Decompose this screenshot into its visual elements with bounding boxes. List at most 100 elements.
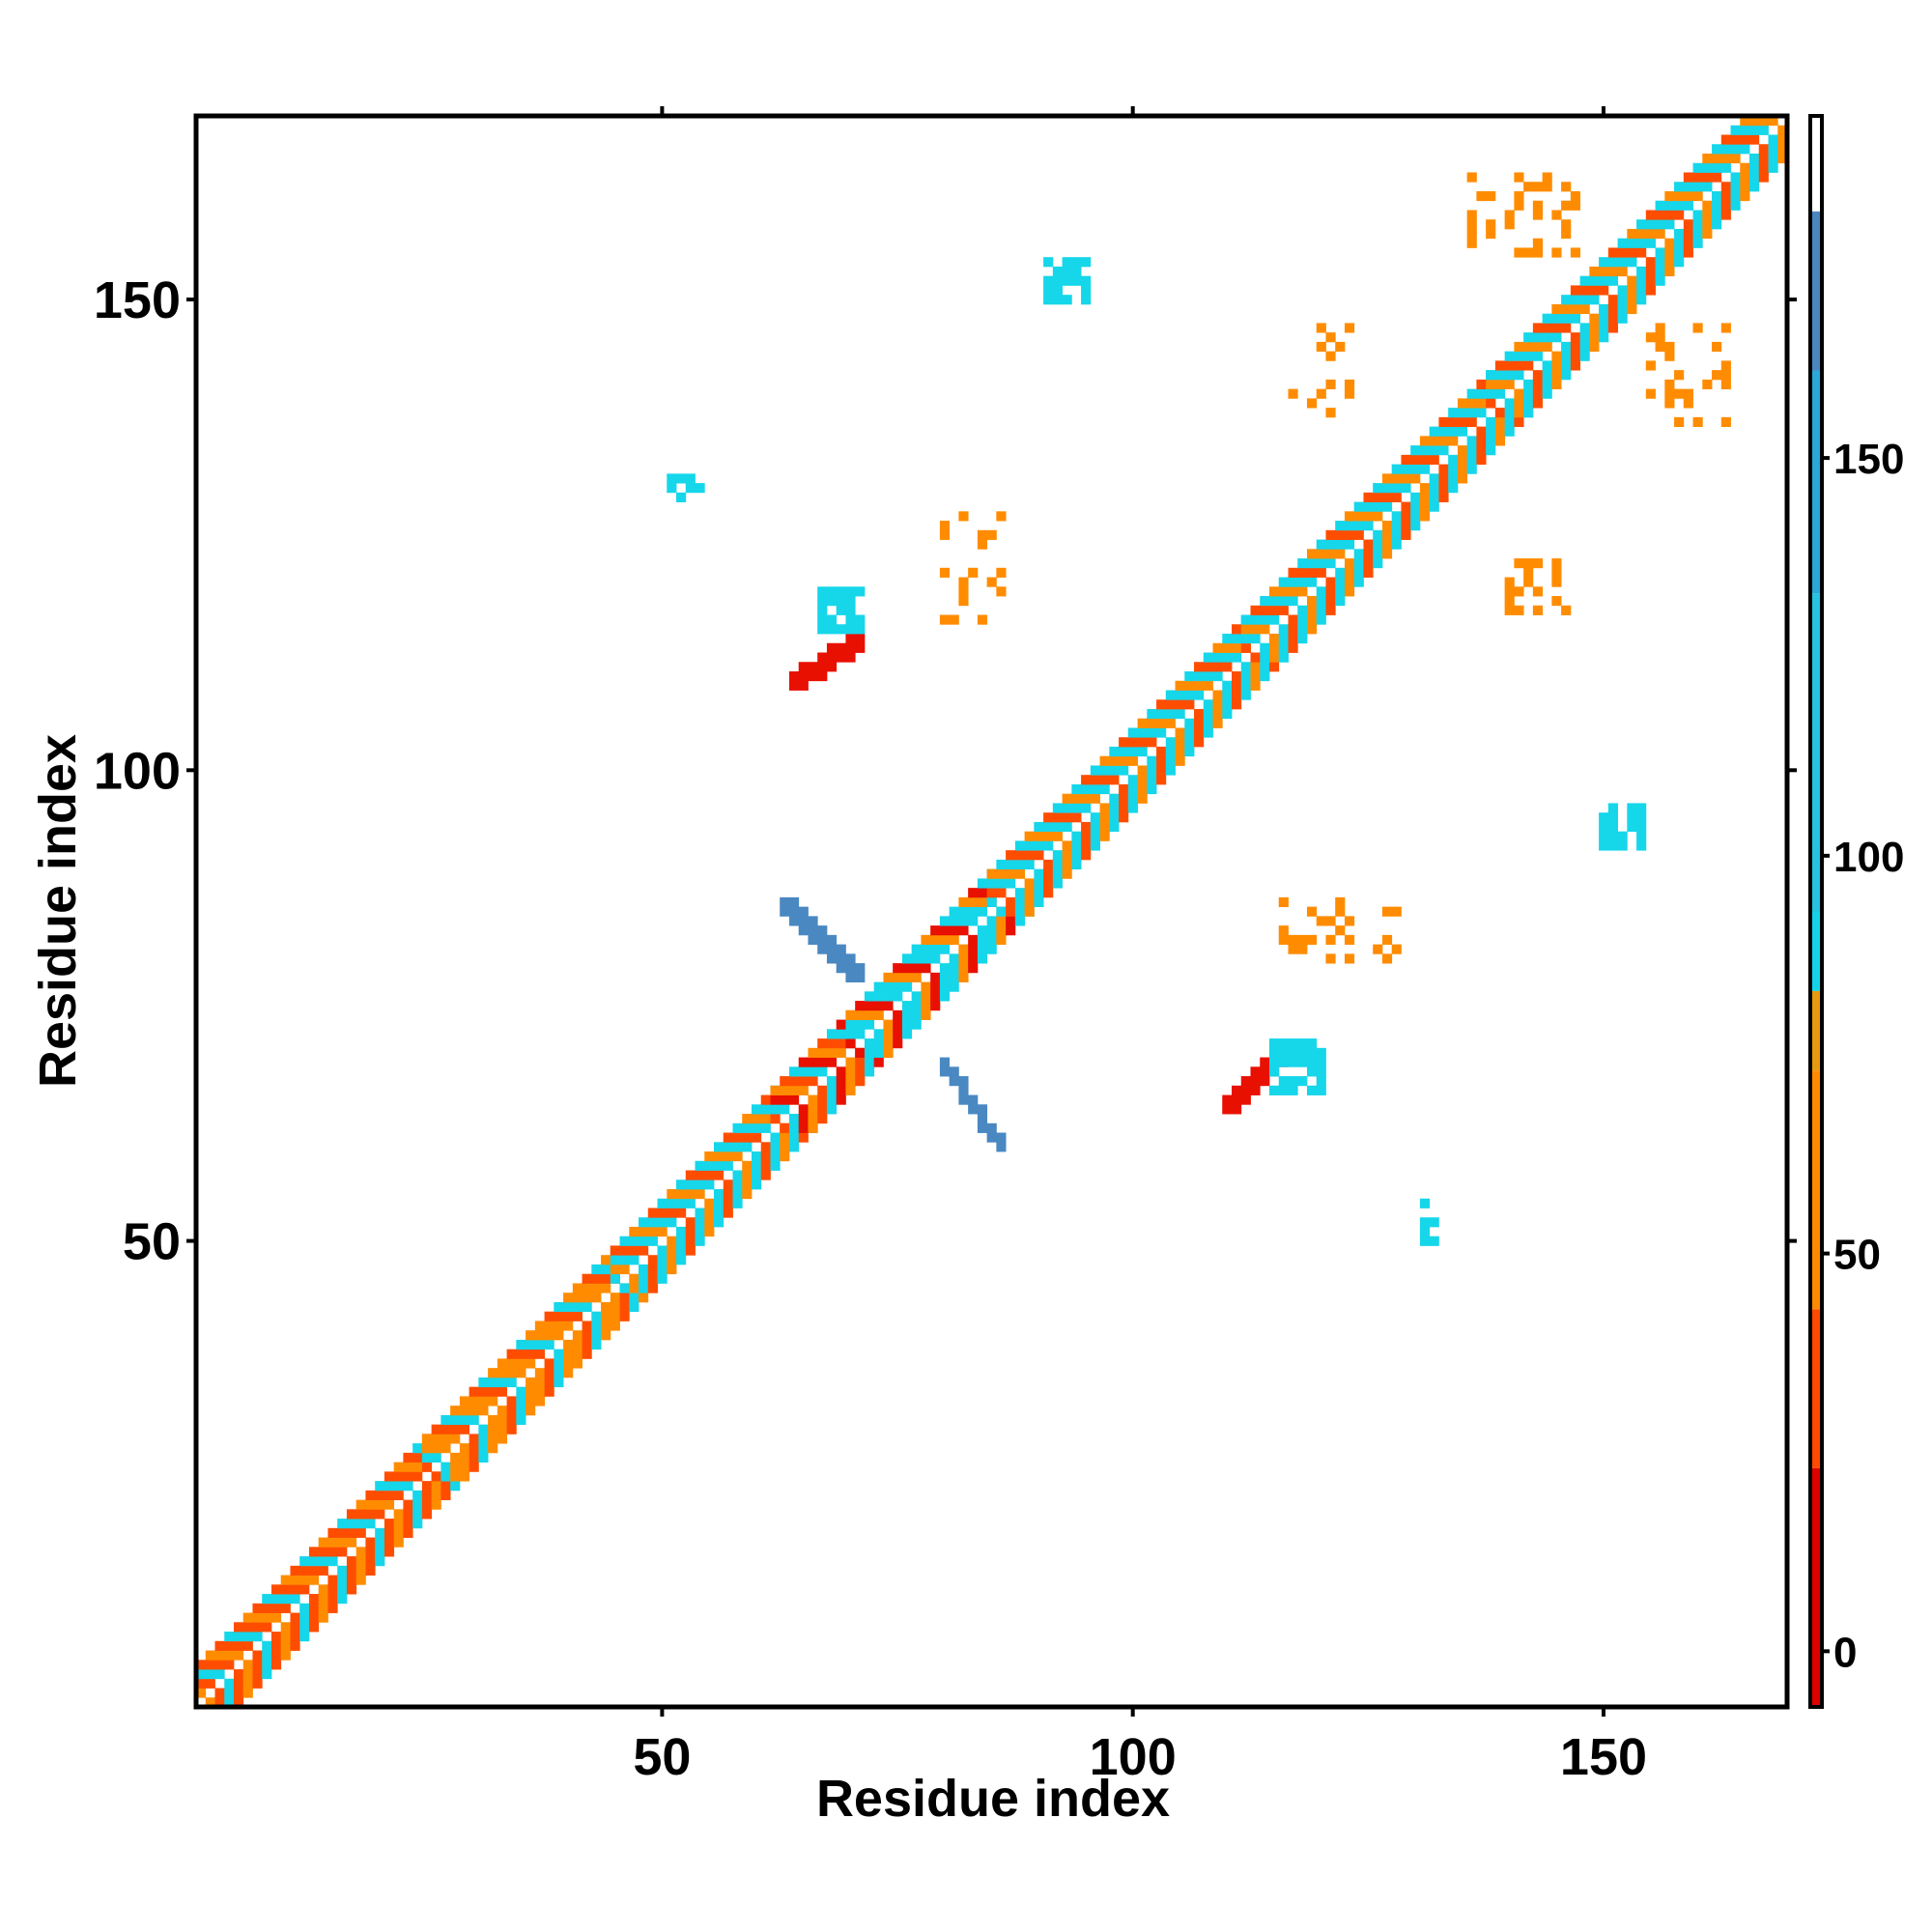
contact-cell	[318, 1612, 328, 1623]
contact-cell	[845, 1029, 856, 1039]
contact-cell	[544, 1386, 554, 1397]
contact-cell	[780, 1076, 790, 1087]
contact-cell	[1551, 247, 1562, 258]
contact-cell	[1381, 953, 1393, 964]
contact-cell	[1109, 755, 1120, 766]
contact-cell	[845, 1038, 856, 1049]
contact-cell	[412, 1519, 423, 1529]
contact-cell	[639, 1293, 649, 1303]
contact-cell	[526, 1330, 536, 1341]
contact-cell	[440, 1434, 451, 1444]
contact-cell	[1466, 388, 1477, 399]
colorbar-band	[1810, 990, 1822, 1071]
contact-cell	[836, 1038, 846, 1049]
contact-cell	[346, 1527, 357, 1538]
contact-cell	[1268, 662, 1280, 672]
contact-cell	[1212, 662, 1223, 672]
contact-cell	[1071, 793, 1082, 804]
contact-cell	[1607, 821, 1618, 833]
contact-cell	[196, 1678, 207, 1689]
contact-cell	[233, 1622, 244, 1633]
contact-cell	[1240, 1085, 1251, 1095]
contact-cell	[1664, 266, 1675, 277]
contact-cell	[1627, 275, 1637, 286]
contact-cell	[1147, 727, 1157, 738]
contact-cell	[318, 1603, 328, 1613]
contact-cell	[403, 1462, 413, 1472]
contact-cell	[921, 944, 931, 954]
contact-cell	[1024, 878, 1035, 889]
contact-cell	[845, 1009, 856, 1020]
contact-cell	[911, 1001, 922, 1011]
contact-cell	[1381, 483, 1393, 494]
contact-cell	[836, 1085, 846, 1095]
contact-cell	[1504, 416, 1515, 428]
contact-cell	[1674, 388, 1685, 399]
contact-cell	[1758, 153, 1769, 164]
contact-cell	[977, 896, 988, 908]
contact-cell	[1344, 577, 1355, 587]
contact-cell	[1335, 567, 1346, 578]
contact-cell	[949, 916, 959, 926]
contact-cell	[469, 1406, 479, 1416]
contact-cell	[977, 1122, 988, 1133]
contact-cell	[601, 1301, 611, 1313]
contact-cell	[1645, 219, 1656, 230]
contact-cell	[1720, 144, 1731, 155]
contact-cell	[534, 1386, 545, 1397]
contact-cell	[280, 1603, 291, 1613]
contact-cell	[1777, 134, 1788, 145]
contact-cell	[629, 1255, 639, 1265]
contact-cell	[1514, 416, 1524, 428]
contact-cell	[1768, 134, 1778, 145]
contact-cell	[1014, 906, 1026, 917]
contact-cell	[845, 972, 856, 982]
contact-cell	[893, 963, 903, 974]
contact-cell	[1655, 266, 1665, 277]
contact-cell	[1260, 596, 1270, 607]
contact-cell	[1137, 793, 1148, 804]
contact-cell	[1391, 529, 1402, 540]
contact-cell	[788, 1132, 800, 1143]
contact-cell	[1325, 379, 1336, 390]
contact-cell	[1222, 1094, 1233, 1105]
contact-cell	[1551, 303, 1562, 315]
contact-cell	[1523, 360, 1534, 371]
contact-cell	[1373, 483, 1383, 494]
contact-cell	[1514, 408, 1524, 418]
contact-cell	[516, 1339, 526, 1350]
contact-cell	[1278, 652, 1289, 663]
contact-cell	[610, 1301, 620, 1313]
contact-cell	[393, 1471, 404, 1482]
contact-cell	[544, 1377, 554, 1388]
contact-cell	[1429, 426, 1439, 437]
contact-cell	[299, 1584, 310, 1595]
contact-cell	[770, 1104, 781, 1115]
contact-cell	[1034, 868, 1044, 879]
contact-cell	[1749, 153, 1760, 164]
contact-cell	[1674, 247, 1685, 258]
contact-cell	[459, 1462, 470, 1472]
contact-cell	[1617, 831, 1628, 841]
contact-cell	[939, 916, 951, 926]
contact-cell	[930, 981, 941, 992]
contact-cell	[1712, 210, 1722, 220]
contact-cell	[667, 1255, 677, 1265]
contact-cell	[770, 1114, 781, 1124]
contact-cell	[1250, 652, 1261, 663]
contact-cell	[1090, 812, 1100, 823]
contact-cell	[308, 1575, 320, 1585]
contact-cell	[478, 1386, 489, 1397]
contact-cell	[1720, 190, 1731, 202]
contact-cell	[1636, 228, 1647, 240]
contact-cell	[1306, 624, 1318, 635]
contact-cell	[1052, 295, 1063, 305]
contact-cell	[1109, 793, 1120, 804]
contact-cell	[554, 1368, 564, 1378]
contact-cell	[1655, 275, 1665, 286]
contact-cell	[1599, 831, 1609, 841]
contact-cell	[450, 1481, 461, 1492]
contact-cell	[337, 1575, 348, 1585]
contact-cell	[534, 1396, 545, 1406]
contact-cell	[714, 1170, 724, 1180]
